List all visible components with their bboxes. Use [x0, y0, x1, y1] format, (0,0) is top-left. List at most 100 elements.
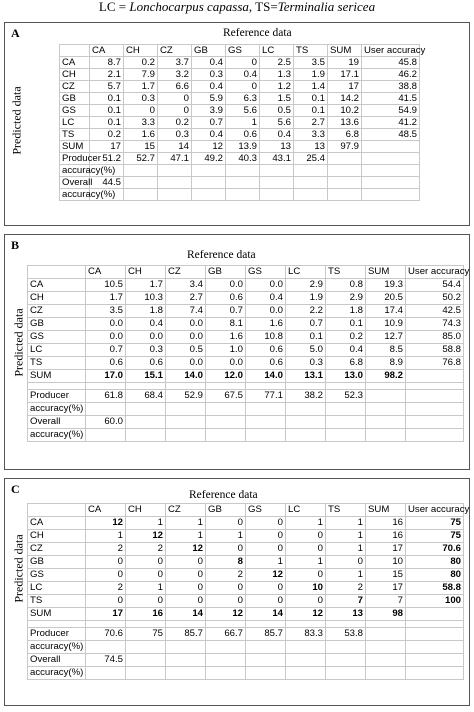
matrix-cell: 76.8 [405, 356, 464, 370]
corner-cell [27, 265, 86, 279]
empty-cell [325, 640, 366, 654]
producer-accuracy-row: Producer 70.6 75 85.7 66.7 85.7 83.3 53.8 [27, 627, 464, 641]
matrix-cell: 1.6 [123, 128, 158, 141]
empty-cell [365, 402, 406, 416]
producer-accuracy-cell: 49.2 [191, 152, 226, 165]
matrix-cell: 3.3 [293, 128, 328, 141]
empty-cell [327, 176, 362, 189]
matrix-cell: 13 [325, 607, 366, 621]
empty-cell [245, 666, 286, 680]
table-row: CZ 2 2 12 0 0 0 1 17 70.6 [27, 542, 464, 556]
matrix-cell: 1 [205, 529, 246, 543]
matrix-cell: 1 [325, 542, 366, 556]
empty-cell [123, 164, 158, 177]
matrix-cell: 0 [157, 92, 192, 105]
spacer-cell [205, 620, 246, 628]
empty-cell [191, 176, 226, 189]
overall-label: Overall [27, 415, 86, 429]
spacer-cell [365, 382, 406, 390]
column-header: TS [325, 265, 366, 279]
empty-cell [165, 402, 206, 416]
matrix-cell: 3.2 [157, 68, 192, 81]
empty-cell [191, 164, 226, 177]
matrix-cell: 0.0 [125, 330, 166, 344]
matrix-cell: 50.2 [405, 291, 464, 305]
matrix-cell: 0 [85, 555, 126, 569]
producer-label: Producer [27, 389, 86, 403]
overall-accuracy-row-2: accuracy(%) [27, 666, 464, 680]
empty-cell [225, 188, 260, 201]
empty-cell [245, 428, 286, 442]
table-row: SUM 17.0 15.1 14.0 12.0 14.0 13.1 13.0 98.2 [27, 369, 464, 383]
table-row: SUM 17 15 14 12 13.9 13 13 97.9 [59, 140, 420, 153]
matrix-cell: 0.7 [85, 343, 126, 357]
column-header: LC [259, 44, 294, 57]
matrix-cell: 0.2 [89, 128, 124, 141]
overall-accuracy-row: Overall 60.0 [27, 415, 464, 429]
empty-cell [205, 653, 246, 667]
column-header: SUM [327, 44, 362, 57]
spacer-cell [165, 382, 206, 390]
overall-accuracy-row-2: accuracy(%) [27, 428, 464, 442]
row-label: CH [27, 291, 86, 305]
matrix-cell: 0.1 [285, 330, 326, 344]
producer-accuracy-cell: 52.3 [325, 389, 366, 403]
empty-cell [85, 666, 126, 680]
matrix-cell: 1.2 [259, 80, 294, 93]
matrix-cell: 0.1 [89, 116, 124, 129]
matrix-cell: 5.6 [225, 104, 260, 117]
matrix-cell: 0 [125, 594, 166, 608]
overall-label: Overall [27, 653, 86, 667]
table-row: CA 10.5 1.7 3.4 0.0 0.0 2.9 0.8 19.3 54.4 [27, 278, 464, 292]
column-header: CA [85, 503, 126, 517]
matrix-cell: 17 [327, 80, 362, 93]
matrix-cell: 1 [225, 116, 260, 129]
matrix-cell: 97.9 [327, 140, 362, 153]
matrix-cell: 2 [325, 581, 366, 595]
producer-accuracy-row-2: accuracy(%) [27, 640, 464, 654]
empty-cell [245, 415, 286, 429]
column-header: LC [285, 265, 326, 279]
table-row: GB 0.1 0.3 0 5.9 6.3 1.5 0.1 14.2 41.5 [59, 92, 420, 105]
overall-label-2: accuracy(%) [27, 666, 86, 680]
matrix-cell: 8.9 [365, 356, 406, 370]
empty-cell [365, 653, 406, 667]
empty-cell [293, 164, 328, 177]
empty-cell [205, 428, 246, 442]
matrix-cell: 0 [123, 104, 158, 117]
table-row: CZ 5.7 1.7 6.6 0.4 0 1.2 1.4 17 38.8 [59, 80, 420, 93]
overall-accuracy-value: 74.5 [85, 653, 126, 667]
matrix-cell: 12 [245, 568, 286, 582]
page-header: LC = Lonchocarpus capassa, TS=Terminalia… [0, 0, 474, 14]
table-row: CH 1 12 1 1 0 0 1 16 75 [27, 529, 464, 543]
matrix-cell: 13 [259, 140, 294, 153]
matrix-cell: 10.3 [125, 291, 166, 305]
empty-cell [259, 176, 294, 189]
matrix-cell: 13.1 [285, 369, 326, 383]
matrix-cell: 8.1 [205, 317, 246, 331]
producer-accuracy-cell: 75 [125, 627, 166, 641]
table-row: TS 0 0 0 0 0 0 7 7 100 [27, 594, 464, 608]
empty-cell [85, 428, 126, 442]
header-text-1: LC = [98, 0, 130, 14]
matrix-cell: 0.0 [85, 330, 126, 344]
row-label: CA [27, 516, 86, 530]
matrix-cell: 0.0 [245, 304, 286, 318]
matrix-cell: 17.4 [365, 304, 406, 318]
row-label: GB [59, 92, 90, 105]
matrix-cell: 1 [165, 529, 206, 543]
empty-cell [405, 666, 464, 680]
matrix-cell: 16 [125, 607, 166, 621]
empty-cell [327, 164, 362, 177]
matrix-cell: 5.6 [259, 116, 294, 129]
matrix-cell: 0.0 [85, 317, 126, 331]
empty-cell [405, 415, 464, 429]
matrix-cell: 14 [157, 140, 192, 153]
matrix-cell: 0.1 [293, 104, 328, 117]
empty-cell [125, 428, 166, 442]
column-header: CZ [165, 265, 206, 279]
empty-cell [285, 402, 326, 416]
matrix-cell: 0 [165, 568, 206, 582]
matrix-cell: 0.4 [191, 80, 226, 93]
producer-accuracy-cell: 40.3 [225, 152, 260, 165]
